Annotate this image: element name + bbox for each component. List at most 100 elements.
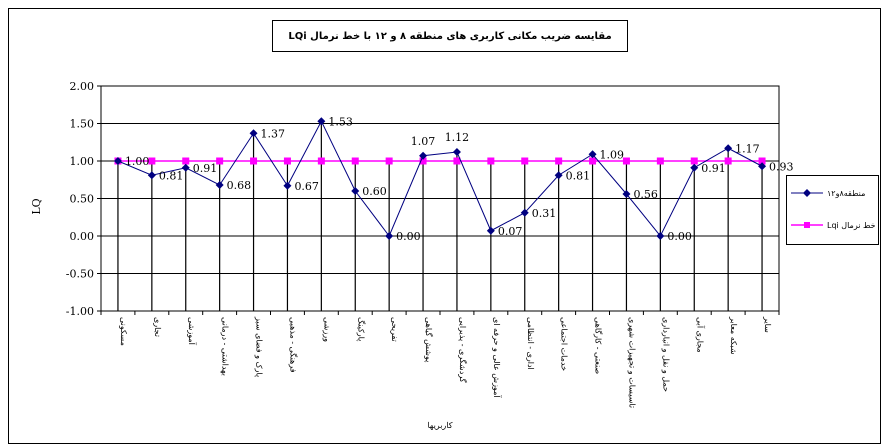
marker-regions [249,129,258,138]
marker-regions [181,163,190,172]
chart-frame [8,8,881,444]
marker-regions [656,232,665,240]
marker-normal [453,157,461,165]
marker-normal [419,157,427,165]
marker-regions [215,181,224,189]
data-label: 0.91 [193,162,218,175]
x-tick-label: مجاری آبی [695,317,705,353]
data-label: 0.68 [227,179,252,192]
x-tick-label: فرهنگی - مذهبی [288,317,298,373]
marker-normal [283,157,291,165]
marker-regions [283,181,292,190]
y-tick-label: 0.50 [70,193,95,206]
x-tick-label: اداری - انتظامی [526,317,535,370]
data-label: 1.00 [125,155,150,168]
series-layer [113,117,767,240]
x-tick-label: ورزشی [322,317,331,342]
legend: منطقه۸و۱۲ خط نرمال Lqi [786,175,879,245]
x-tick-label: خدمات اجتماعی [560,317,569,371]
marker-regions [622,190,631,198]
marker-normal [351,157,359,165]
x-tick-label: حمل و نقل و انبارداری [661,317,670,392]
marker-normal [487,157,495,165]
data-label: 0.60 [362,185,387,198]
y-tick-label: -1.00 [66,305,94,318]
data-label: 0.81 [159,169,184,182]
data-label: 0.93 [769,160,794,173]
chart-title: مقایسه ضریب مکانی کاربری های منطقه ۸ و ۱… [272,20,628,52]
marker-regions [419,151,428,160]
data-label: 0.81 [566,169,591,182]
y-tick-label: 1.50 [70,118,95,131]
data-label: 0.67 [294,180,319,193]
marker-regions [452,148,461,156]
y-tick-label: 2.00 [70,80,95,93]
marker-normal [690,157,698,165]
marker-regions [690,163,699,172]
marker-normal [758,157,766,165]
marker-regions [554,171,563,180]
x-tick-label: تفریحی [390,317,399,342]
data-label: 1.37 [261,127,286,140]
x-tick-label: پارک و فضای سبز [255,316,264,377]
marker-regions [351,187,360,195]
marker-normal [724,157,732,165]
y-axis-label: LQ [30,198,43,214]
marker-regions [724,144,733,153]
marker-regions [113,157,122,165]
marker-normal [385,157,393,165]
data-label: 1.17 [735,142,760,155]
marker-normal [250,157,258,165]
x-tick-label: مسکونی [119,317,128,346]
grid-layer [100,85,780,312]
x-tick-label: آموزش عالی و حرفه ای [492,317,502,398]
y-tick-label: 1.00 [70,155,95,168]
data-label: 1.12 [445,131,470,144]
marker-regions [317,117,326,126]
data-label: 1.09 [600,148,625,161]
x-tick-label: آموزشی [187,317,197,346]
x-tick-label: صنعتی - کارگاهی [594,317,604,374]
marker-regions [588,150,597,159]
data-label: 0.07 [498,225,522,238]
x-tick-label: سایر [763,316,772,333]
marker-normal [589,157,597,165]
data-label: 0.00 [396,230,421,243]
data-label: 1.53 [328,115,353,128]
marker-regions [520,208,529,217]
data-label: 0.91 [701,162,726,175]
legend-item-series1: منطقه۸و۱۲ [791,188,865,198]
x-tick-label: بهداشتی - درمانی [221,317,230,376]
data-label: 0.31 [532,207,557,220]
marker-normal [622,157,630,165]
x-axis-label: کاربریها [427,421,452,430]
y-tick-label: 0.00 [70,230,95,243]
marker-regions [385,232,394,240]
marker-regions [758,162,767,171]
data-label: 1.07 [411,135,436,148]
marker-regions [486,226,495,235]
x-tick-label: پوشش گیاهی [424,317,434,362]
x-tick-label: گردشگری - پذیرایی [458,317,468,383]
legend-label-series2: خط نرمال Lqi [827,220,876,230]
marker-normal [555,157,563,165]
x-tick-label: تاسیسات و تجهیزات شهری [627,317,636,408]
data-label: 0.00 [667,230,692,243]
axis-layer: 2.00 1.50 1.00 0.50 0.00 -0.50 -1.00 LQ مسکونی تج… [30,80,780,430]
legend-item-series2: خط نرمال Lqi [791,220,876,230]
marker-regions [147,171,156,180]
data-label: 0.56 [633,188,658,201]
marker-normal [317,157,325,165]
label-layer: 1.00 0.81 0.91 0.68 1.37 0.67 1.53 0.60 0.00 1.07… [125,115,794,243]
marker-normal [182,157,190,165]
drop-lines [117,121,763,311]
legend-swatch-series1 [791,189,823,197]
y-tick-label: -0.50 [66,268,94,281]
legend-swatch-series2 [791,222,823,228]
series-line-regions [117,120,763,237]
x-tick-label: شبکه معابر [729,316,738,355]
top-cropped-strip [0,0,891,8]
x-tick-label: تجاری [153,317,162,337]
legend-label-series1: منطقه۸و۱۲ [827,188,866,198]
